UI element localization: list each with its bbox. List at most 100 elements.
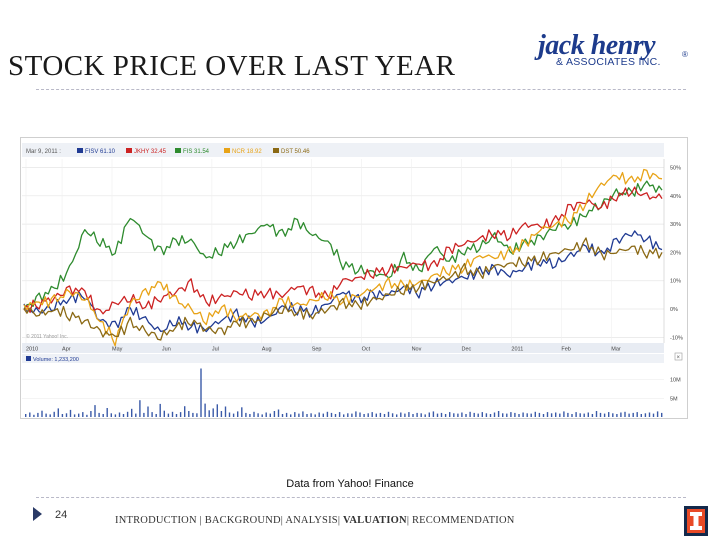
volume-bar [404, 413, 406, 417]
volume-bar [322, 413, 324, 417]
volume-bar [546, 412, 549, 417]
chart-header-date: Mar 9, 2011 : [26, 149, 61, 155]
x-label-band [22, 343, 664, 353]
volume-bar [241, 407, 243, 417]
volume-bar [416, 412, 418, 417]
volume-bar [306, 414, 308, 417]
volume-bar [550, 413, 553, 417]
volume-bar [334, 414, 337, 417]
volume-bar [400, 412, 402, 417]
x-tick-label: Aug [262, 347, 272, 353]
legend-swatch [126, 148, 132, 153]
volume-bar [25, 414, 27, 417]
series-line-fis [23, 180, 663, 310]
volume-bar [347, 413, 349, 417]
volume-bar [159, 403, 161, 417]
volume-bar [281, 414, 284, 417]
volume-bar [102, 414, 104, 417]
legend-label: NCR 18.92 [232, 149, 262, 155]
volume-bar [179, 412, 182, 417]
chart-header-bar [22, 143, 664, 157]
volume-bar [94, 405, 96, 417]
x-tick-label: Nov [412, 347, 422, 353]
volume-bar [424, 414, 426, 417]
footer-item-recommendation[interactable]: RECOMMENDATION [411, 515, 515, 526]
volume-bar [253, 411, 255, 417]
series-line-jkhy [23, 186, 663, 315]
volume-bar [310, 413, 312, 417]
footer-separator: | [280, 515, 286, 526]
volume-bar [473, 412, 475, 417]
volume-bar [538, 412, 541, 417]
footer-divider [36, 497, 686, 498]
volume-bar [33, 414, 35, 417]
legend-swatch [273, 148, 279, 153]
volume-label: Volume: 1,233,200 [33, 357, 79, 363]
volume-bar [135, 413, 137, 417]
volume-bar [192, 412, 194, 417]
x-tick-label: Mar [611, 347, 621, 353]
volume-bar [542, 414, 545, 417]
volume-bar [583, 413, 585, 417]
volume-bar [555, 412, 557, 417]
volume-bar [595, 411, 598, 417]
volume-bar [78, 413, 80, 417]
volume-bar [249, 414, 251, 417]
volume-bar [640, 414, 642, 417]
volume-bar [428, 412, 430, 417]
series-line-dst [23, 237, 663, 341]
volume-bar [367, 413, 369, 417]
footer-nav: INTRODUCTION | BACKGROUND| ANALYSIS| VAL… [115, 515, 515, 526]
volume-bar [147, 406, 149, 417]
y-tick-label: 50% [670, 165, 681, 171]
volume-bar [143, 412, 145, 417]
volume-bar [98, 412, 100, 417]
volume-bar [371, 412, 373, 417]
volume-bar [228, 412, 231, 417]
volume-bar [273, 411, 276, 417]
footer-item-analysis[interactable]: ANALYSIS [285, 515, 338, 526]
x-tick-label: Sep [312, 347, 322, 353]
volume-bar [436, 413, 439, 417]
legend-swatch [224, 148, 230, 153]
volume-bar [106, 408, 108, 417]
volume-bar [656, 411, 659, 417]
volume-bar [65, 413, 68, 417]
volume-bar [396, 414, 398, 417]
volume-bar [457, 413, 459, 417]
volume-bar [90, 411, 92, 417]
volume-bar [444, 414, 447, 417]
volume-bar [628, 413, 630, 417]
volume-bar [571, 414, 573, 417]
volume-close-box [674, 352, 683, 361]
legend-label: DST 50.46 [281, 149, 310, 155]
volume-bar [383, 414, 386, 417]
volume-bar [257, 413, 259, 417]
volume-bar [477, 413, 479, 417]
legend-label: FIS 31.54 [183, 149, 210, 155]
volume-bar [330, 412, 333, 417]
volume-bar [53, 411, 55, 417]
footer-item-introduction[interactable]: INTRODUCTION [115, 515, 197, 526]
volume-bar [514, 412, 516, 417]
volume-bar [204, 403, 206, 417]
volume-bar [506, 413, 508, 417]
volume-bar [122, 414, 125, 417]
volume-bar [465, 414, 467, 417]
volume-bar [636, 412, 638, 417]
volume-bar [131, 408, 133, 417]
volume-bar [518, 414, 520, 417]
footer-separator: | [196, 515, 205, 526]
volume-bar [265, 412, 267, 417]
volume-bar [652, 413, 655, 417]
legend-swatch [77, 148, 83, 153]
footer-item-valuation[interactable]: VALUATION [342, 515, 407, 526]
volume-bar [485, 413, 488, 417]
footer-separator: | [337, 515, 343, 526]
volume-bar [45, 413, 47, 417]
volume-bar [151, 412, 153, 417]
footer-item-background[interactable]: BACKGROUND [204, 515, 281, 526]
volume-bar [624, 411, 626, 417]
y-tick-label: -10% [670, 335, 683, 341]
volume-bar [375, 413, 377, 417]
